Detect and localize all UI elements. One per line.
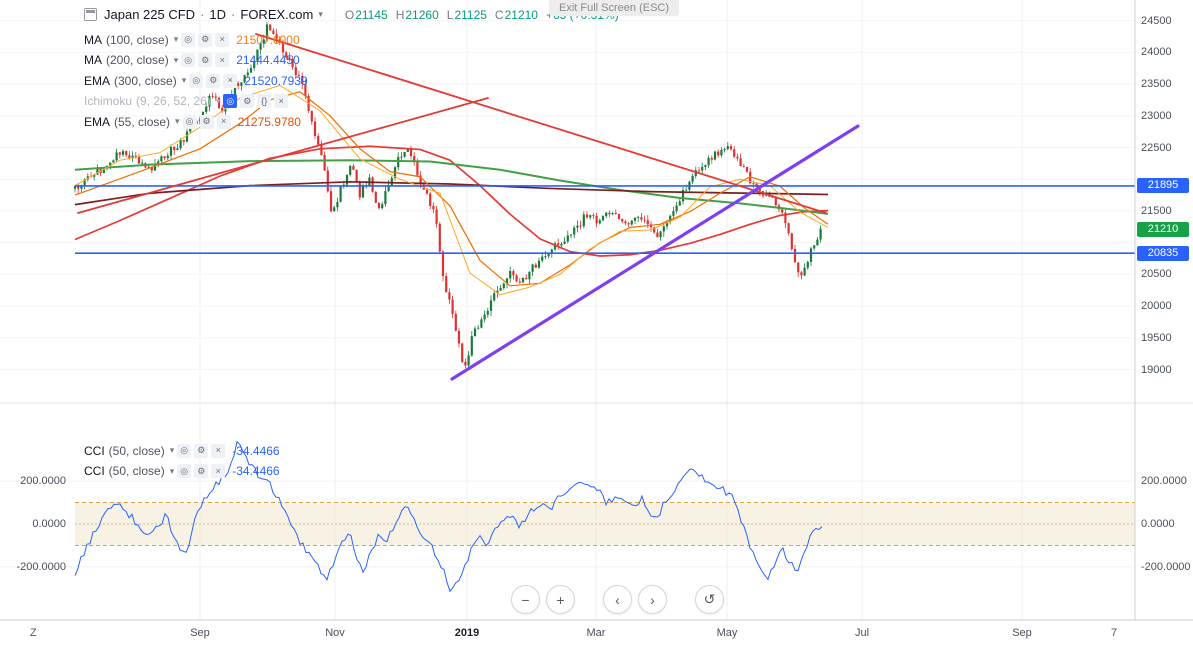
indicator-value: 21444.4450: [236, 53, 300, 67]
close-icon[interactable]: ×: [223, 73, 238, 88]
braces-icon[interactable]: {}: [257, 94, 272, 108]
indicator-row[interactable]: Ichimoku (9, 26, 52, 26) ▾ ◎ ⚙{} ×: [84, 93, 308, 110]
cci-line-layer: [74, 440, 823, 593]
cci-indicator-legend: CCI (50, close) ▾ ◎ ⚙ × -34.4466 CCI (50, close)…: [84, 442, 280, 483]
eye-icon[interactable]: ◎: [189, 73, 204, 88]
eye-icon[interactable]: ◎: [181, 53, 196, 67]
eye-icon[interactable]: ◎: [177, 443, 192, 458]
scroll-left-button[interactable]: ‹: [603, 585, 632, 614]
indicator-name: MA: [84, 53, 102, 67]
ohlc-value: 21260: [405, 7, 439, 22]
close-icon[interactable]: ×: [215, 32, 230, 47]
chevron-down-icon[interactable]: ▾: [215, 95, 221, 106]
chevron-down-icon[interactable]: ▾: [173, 34, 179, 44]
indicator-row[interactable]: CCI (50, close) ▾ ◎ ⚙ × -34.4466: [84, 442, 280, 459]
indicator-params: (9, 26, 52, 26): [136, 94, 211, 108]
indicator-params: (200, close): [106, 53, 169, 67]
chevron-down-icon[interactable]: ▾: [318, 9, 323, 19]
gear-icon[interactable]: ⚙: [199, 114, 214, 129]
ohlc-letter: C: [494, 7, 504, 22]
cci-band: [75, 502, 1135, 546]
zoom-in-button[interactable]: +: [546, 585, 575, 614]
indicator-params: (100, close): [106, 32, 169, 47]
timezone-button[interactable]: Z: [30, 627, 37, 639]
indicator-params: (300, close): [114, 73, 177, 88]
indicator-value: 21275.9780: [237, 114, 301, 129]
ohlc-letter: H: [395, 7, 405, 22]
chevron-down-icon[interactable]: ▾: [169, 465, 175, 476]
indicator-name: EMA: [84, 114, 111, 129]
close-icon[interactable]: ×: [215, 53, 230, 67]
symbol-legend: Japan 225 CFD · 1D · FOREX.com ▾ O 21145 H…: [84, 7, 619, 22]
ohlc-value: 21145: [355, 7, 388, 22]
chevron-down-icon[interactable]: ▾: [169, 445, 175, 455]
indicator-row[interactable]: MA (100, close) ▾ ◎ ⚙ × 21507.6000: [84, 31, 308, 48]
level-lines-layer: [75, 185, 1135, 254]
fullscreen-tooltip: Exit Full Screen (ESC): [549, 0, 680, 16]
reset-view-button[interactable]: ↺: [695, 585, 724, 614]
close-icon[interactable]: ×: [274, 94, 289, 108]
provider-label[interactable]: FOREX.com: [240, 7, 314, 22]
trend-lines-layer: [77, 33, 860, 381]
ma-lines-layer: [74, 84, 829, 296]
indicator-row[interactable]: EMA (55, close) ▾ ◎ ⚙ × 21275.9780: [84, 113, 308, 130]
eye-icon[interactable]: ◎: [181, 32, 196, 47]
interval-label[interactable]: 1D: [209, 7, 227, 22]
indicator-name: Ichimoku: [84, 94, 133, 108]
indicator-value: 21520.7939: [244, 73, 308, 88]
gear-icon[interactable]: ⚙: [194, 464, 209, 478]
ohlc-letter: L: [446, 7, 454, 22]
zoom-out-button[interactable]: −: [511, 585, 540, 614]
indicator-value: -34.4466: [232, 464, 280, 478]
indicator-row[interactable]: CCI (50, close) ▾ ◎ ⚙ × -34.4466: [84, 463, 280, 480]
indicator-legend: MA (100, close) ▾ ◎ ⚙ × 21507.6000 MA (200, clos…: [84, 31, 308, 134]
indicator-name: EMA: [84, 73, 111, 88]
grid-layer: [0, 0, 1135, 620]
chevron-down-icon[interactable]: ▾: [175, 116, 180, 126]
indicator-params: (50, close): [108, 464, 165, 478]
indicator-name: CCI: [84, 464, 105, 478]
symbol-title[interactable]: Japan 225 CFD: [104, 7, 196, 22]
close-icon[interactable]: ×: [211, 443, 226, 458]
candles-layer: [73, 22, 822, 369]
gear-icon[interactable]: ⚙: [198, 53, 213, 67]
chevron-down-icon[interactable]: ▾: [181, 75, 187, 85]
indicator-params: (55, close): [114, 114, 171, 129]
close-icon[interactable]: ×: [216, 114, 231, 129]
indicator-row[interactable]: MA (200, close) ▾ ◎ ⚙ × 21444.4450: [84, 52, 308, 69]
eye-icon[interactable]: ◎: [223, 94, 238, 108]
eye-icon[interactable]: ◎: [182, 114, 197, 129]
gear-icon[interactable]: ⚙: [198, 32, 213, 47]
ohlc-value: 21210: [504, 7, 538, 22]
indicator-value: -34.4466: [232, 443, 280, 458]
close-icon[interactable]: ×: [211, 464, 226, 478]
gear-icon[interactable]: ⚙: [240, 94, 255, 108]
ohlc-letter: O: [344, 7, 355, 22]
separator-dot: ·: [231, 7, 236, 22]
ohlc-value: 21125: [454, 7, 487, 22]
indicator-row[interactable]: EMA (300, close) ▾ ◎ ⚙ × 21520.7939: [84, 72, 308, 89]
pane-separators: [0, 0, 1193, 621]
indicator-name: MA: [84, 32, 102, 47]
gear-icon[interactable]: ⚙: [194, 443, 209, 458]
chevron-down-icon[interactable]: ▾: [173, 54, 179, 65]
gear-icon[interactable]: ⚙: [206, 73, 221, 88]
indicator-params: (50, close): [108, 443, 165, 458]
eye-icon[interactable]: ◎: [177, 464, 192, 478]
indicator-value: 21507.6000: [236, 32, 300, 47]
restore-pane-icon[interactable]: [84, 8, 97, 21]
scroll-right-button[interactable]: ›: [638, 585, 667, 614]
separator-dot: ·: [200, 7, 205, 22]
indicator-name: CCI: [84, 443, 105, 458]
chart-nav-controls: − + ‹ › ↺: [511, 585, 730, 614]
